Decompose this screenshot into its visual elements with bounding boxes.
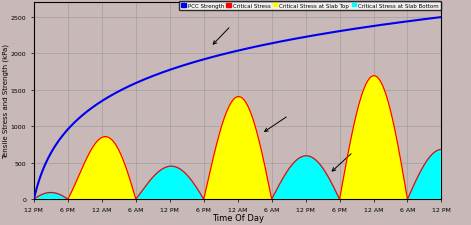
Legend: PCC Strength, Critical Stress, Critical Stress at Slab Top, Critical Stress at S: PCC Strength, Critical Stress, Critical … [179, 2, 441, 11]
Y-axis label: Tensile Stress and Strength (kPa): Tensile Stress and Strength (kPa) [3, 44, 9, 159]
X-axis label: Time Of Day: Time Of Day [211, 213, 264, 222]
